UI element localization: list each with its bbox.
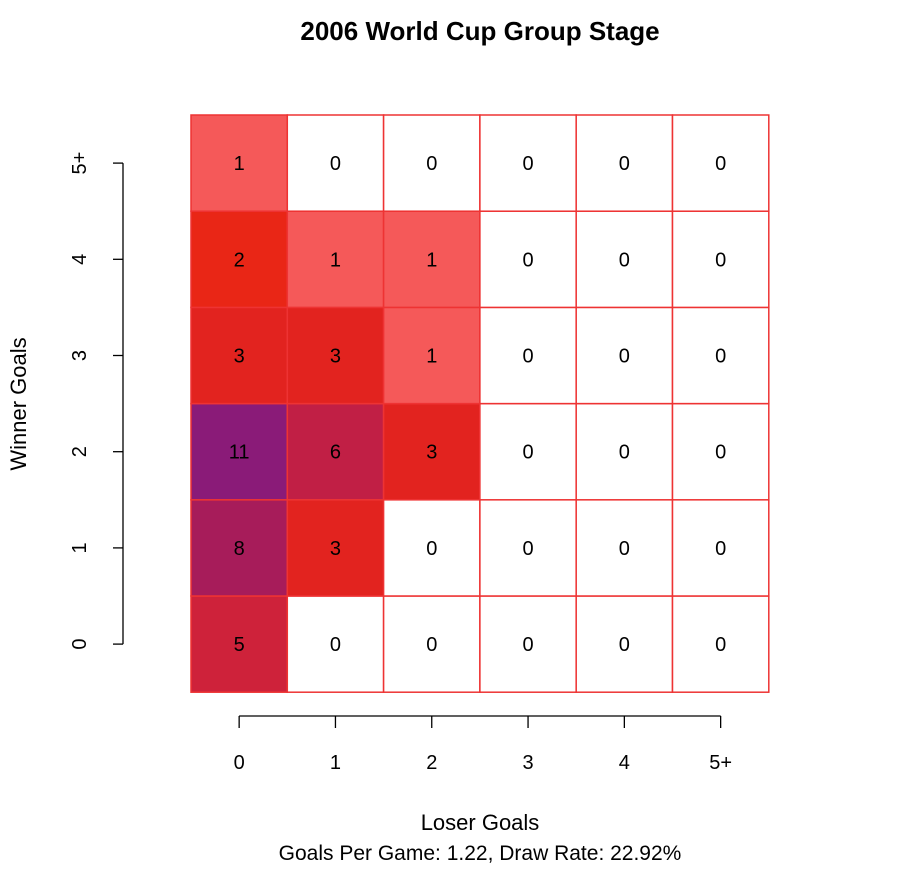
y-tick-label: 5+ [69, 152, 91, 175]
cell-value-label: 0 [715, 346, 726, 368]
cell-value-label: 0 [426, 634, 437, 656]
heatmap-cell [671, 114, 770, 212]
heatmap-cell [671, 210, 770, 309]
heatmap-cell [190, 402, 289, 501]
heatmap-cells [190, 114, 770, 693]
cell-value-label: 1 [426, 346, 437, 368]
cell-value-label: 0 [522, 346, 533, 368]
y-tick-label: 3 [69, 350, 91, 361]
cell-value-label: 3 [426, 442, 437, 464]
heatmap-cell [479, 210, 577, 309]
heatmap-cell [286, 499, 385, 597]
cell-value-label: 0 [715, 249, 726, 271]
cell-value-label: 0 [330, 153, 341, 175]
cell-value-label: 0 [330, 634, 341, 656]
cell-value-label: 0 [522, 249, 533, 271]
heatmap-cell [190, 210, 289, 309]
x-axis: 0 1 2 3 4 5+ [234, 715, 732, 774]
cell-value-label: 3 [234, 346, 245, 368]
cell-value-label: 0 [715, 153, 726, 175]
y-tick-label: 0 [69, 639, 91, 650]
heatmap-cell [382, 210, 481, 309]
cell-value-label: 1 [426, 249, 437, 271]
y-tick-label: 2 [69, 446, 91, 457]
cell-value-label: 3 [330, 346, 341, 368]
chart-title: 2006 World Cup Group Stage [300, 16, 659, 46]
y-tick-label: 4 [69, 254, 91, 265]
cell-value-label: 0 [715, 538, 726, 560]
cell-value-label: 0 [715, 442, 726, 464]
y-axis: 0 1 2 3 4 5+ [69, 152, 124, 650]
cell-labels: 5 0 0 0 0 08 3 0 0 0 011 6 3 0 0 03 3 1 0 0 02 1 1 0 0 01 0 0 0 0 0 [229, 153, 726, 656]
heatmap-cell [479, 402, 577, 501]
heatmap-cell [382, 499, 481, 597]
heatmap-cell [479, 114, 577, 212]
cell-value-label: 3 [330, 538, 341, 560]
cell-value-label: 0 [619, 153, 630, 175]
cell-value-label: 1 [330, 249, 341, 271]
chart-subtitle: Goals Per Game: 1.22, Draw Rate: 22.92% [279, 842, 682, 865]
heatmap-cell [382, 306, 481, 405]
cell-value-label: 0 [522, 538, 533, 560]
heatmap-cell [575, 595, 674, 693]
cell-value-label: 0 [522, 153, 533, 175]
heatmap-cell [479, 499, 577, 597]
heatmap-cell [286, 306, 385, 405]
cell-value-label: 0 [619, 634, 630, 656]
cell-value-label: 0 [619, 538, 630, 560]
cell-value-label: 0 [619, 442, 630, 464]
cell-value-label: 0 [715, 634, 726, 656]
cell-value-label: 0 [522, 634, 533, 656]
x-tick-label: 2 [426, 752, 437, 774]
cell-value-label: 0 [426, 153, 437, 175]
cell-value-label: 0 [522, 442, 533, 464]
x-axis-title: Loser Goals [421, 810, 540, 835]
heatmap-cell [190, 114, 289, 212]
heatmap-cell [479, 595, 577, 693]
x-tick-label: 0 [234, 752, 245, 774]
heatmap-cell [190, 499, 289, 597]
x-tick-label: 5+ [709, 752, 732, 774]
x-tick-label: 4 [619, 752, 630, 774]
heatmap-cell [671, 306, 770, 405]
heatmap-cell [671, 499, 770, 597]
x-tick-label: 3 [522, 752, 533, 774]
cell-value-label: 0 [619, 249, 630, 271]
cell-value-label: 11 [229, 442, 250, 464]
cell-value-label: 2 [234, 249, 245, 271]
heatmap-cell [575, 210, 674, 309]
heatmap-cell [190, 306, 289, 405]
heatmap-cell [575, 114, 674, 212]
x-tick-label: 1 [330, 752, 341, 774]
cell-value-label: 8 [234, 538, 245, 560]
y-axis-title: Winner Goals [6, 337, 31, 470]
heatmap-cell [671, 402, 770, 501]
heatmap-cell [575, 306, 674, 405]
y-tick-label: 1 [69, 542, 91, 553]
cell-value-label: 0 [619, 346, 630, 368]
cell-value-label: 6 [330, 442, 341, 464]
heatmap-cell [286, 595, 385, 693]
cell-value-label: 0 [426, 538, 437, 560]
heatmap-cell [575, 402, 674, 501]
heatmap-cell [671, 595, 770, 693]
cell-value-label: 5 [234, 634, 245, 656]
cell-value-label: 1 [234, 153, 245, 175]
heatmap-cell [190, 595, 289, 693]
